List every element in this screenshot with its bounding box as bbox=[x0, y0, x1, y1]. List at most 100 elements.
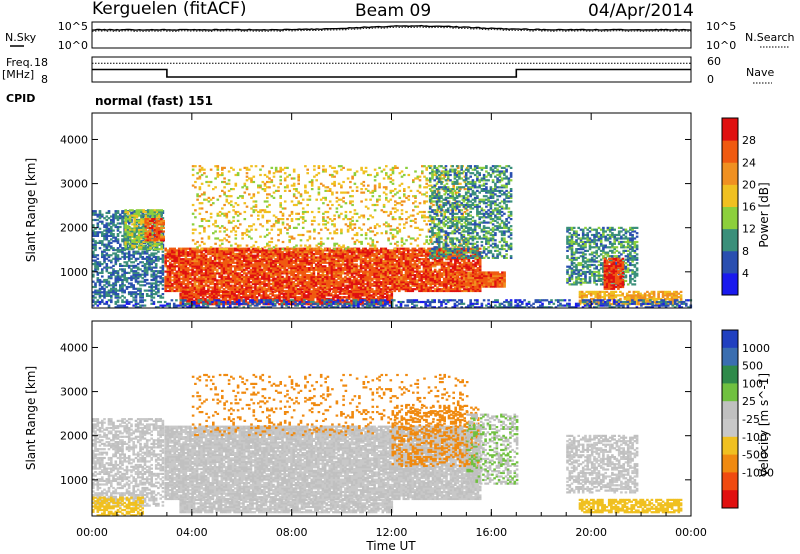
heatmap-cell bbox=[344, 272, 347, 275]
heatmap-cell bbox=[114, 210, 118, 213]
heatmap-cell bbox=[231, 294, 234, 297]
heatmap-cell bbox=[234, 286, 237, 289]
heatmap-cell bbox=[235, 290, 239, 293]
heatmap-cell bbox=[186, 279, 190, 282]
heatmap-cell bbox=[216, 256, 219, 259]
heatmap-cell bbox=[307, 292, 310, 295]
heatmap-cell bbox=[283, 286, 286, 289]
heatmap-cell bbox=[260, 290, 263, 293]
heatmap-cell bbox=[240, 268, 244, 271]
heatmap-cell bbox=[220, 282, 224, 286]
heatmap-cell bbox=[407, 288, 410, 291]
heatmap-cell bbox=[299, 279, 302, 282]
heatmap-cell bbox=[148, 233, 152, 237]
heatmap-cell bbox=[389, 268, 392, 271]
heatmap-cell bbox=[427, 279, 430, 282]
heatmap-cell bbox=[344, 263, 347, 266]
heatmap-cell bbox=[420, 281, 424, 284]
heatmap-cell bbox=[382, 281, 385, 284]
heatmap-cell bbox=[229, 274, 233, 277]
heatmap-cell bbox=[424, 263, 428, 266]
heatmap-cell bbox=[346, 274, 349, 277]
heatmap-cell bbox=[193, 256, 197, 259]
heatmap-cell bbox=[389, 272, 392, 275]
heatmap-cell bbox=[355, 281, 358, 284]
heatmap-cell bbox=[382, 252, 385, 256]
heatmap-cell bbox=[352, 294, 355, 297]
heatmap-cell bbox=[112, 248, 115, 252]
heatmap-cell bbox=[190, 290, 194, 293]
heatmap-cell bbox=[145, 263, 149, 266]
heatmap-cell bbox=[336, 303, 340, 306]
heatmap-cell bbox=[200, 274, 203, 277]
heatmap-cell bbox=[149, 248, 152, 251]
heatmap-cell bbox=[175, 256, 179, 259]
heatmap-cell bbox=[225, 251, 228, 254]
heatmap-cell bbox=[198, 282, 201, 286]
heatmap-cell bbox=[377, 282, 381, 286]
heatmap-cell bbox=[346, 277, 349, 280]
heatmap-cell bbox=[116, 271, 120, 274]
heatmap-cell bbox=[201, 294, 205, 297]
heatmap-cell bbox=[393, 265, 397, 268]
heatmap-cell bbox=[175, 272, 179, 275]
heatmap-cell bbox=[301, 270, 304, 273]
heatmap-cell bbox=[148, 219, 152, 222]
heatmap-cell bbox=[202, 263, 206, 266]
heatmap-cell bbox=[391, 249, 394, 252]
heatmap-cell bbox=[343, 301, 346, 304]
heatmap-cell bbox=[256, 270, 260, 273]
heatmap-cell bbox=[135, 228, 139, 231]
heatmap-cell bbox=[234, 249, 237, 252]
heatmap-cell bbox=[137, 246, 141, 249]
heatmap-cell bbox=[350, 281, 354, 284]
heatmap-cell bbox=[353, 286, 356, 289]
heatmap-cell bbox=[200, 281, 203, 284]
heatmap-cell bbox=[291, 292, 295, 295]
heatmap-cell bbox=[368, 281, 372, 284]
heatmap-cell bbox=[359, 282, 363, 286]
heatmap-cell bbox=[438, 261, 441, 264]
heatmap-cell bbox=[303, 252, 307, 256]
heatmap-cell bbox=[207, 267, 210, 270]
heatmap-cell bbox=[199, 294, 203, 297]
heatmap-cell bbox=[323, 270, 327, 273]
heatmap-cell bbox=[227, 256, 230, 259]
heatmap-cell bbox=[364, 282, 367, 286]
heatmap-cell bbox=[213, 279, 217, 282]
heatmap-cell bbox=[159, 277, 162, 280]
heatmap-cell bbox=[465, 256, 468, 259]
heatmap-cell bbox=[438, 258, 441, 261]
heatmap-cell bbox=[301, 261, 304, 264]
heatmap-cell bbox=[348, 281, 352, 284]
heatmap-cell bbox=[204, 263, 208, 266]
heatmap-cell bbox=[442, 263, 446, 266]
heatmap-cell bbox=[429, 279, 432, 282]
heatmap-cell bbox=[283, 249, 286, 252]
heatmap-cell bbox=[225, 286, 228, 289]
heatmap-cell bbox=[377, 281, 381, 284]
heatmap-cell bbox=[272, 268, 275, 271]
heatmap-cell bbox=[301, 259, 304, 263]
heatmap-cell bbox=[332, 275, 336, 278]
heatmap-cell bbox=[465, 268, 468, 271]
heatmap-cell bbox=[168, 265, 172, 268]
heatmap-cell bbox=[332, 299, 335, 302]
heatmap-cell bbox=[377, 284, 381, 287]
heatmap-cell bbox=[141, 255, 144, 259]
heatmap-cell bbox=[339, 259, 343, 263]
heatmap-cell bbox=[227, 281, 230, 284]
heatmap-cell bbox=[445, 284, 448, 287]
heatmap-cell bbox=[458, 263, 462, 266]
heatmap-cell bbox=[143, 273, 147, 276]
heatmap-cell bbox=[318, 290, 322, 293]
heatmap-cell bbox=[375, 256, 379, 259]
heatmap-cell bbox=[179, 292, 182, 295]
heatmap-cell bbox=[427, 259, 430, 263]
nsky-label: N.Sky bbox=[5, 31, 37, 44]
heatmap-cell bbox=[422, 274, 426, 277]
heatmap-cell bbox=[227, 277, 230, 280]
heatmap-cell bbox=[159, 270, 162, 273]
heatmap-cell bbox=[123, 277, 126, 280]
heatmap-cell bbox=[391, 274, 394, 277]
